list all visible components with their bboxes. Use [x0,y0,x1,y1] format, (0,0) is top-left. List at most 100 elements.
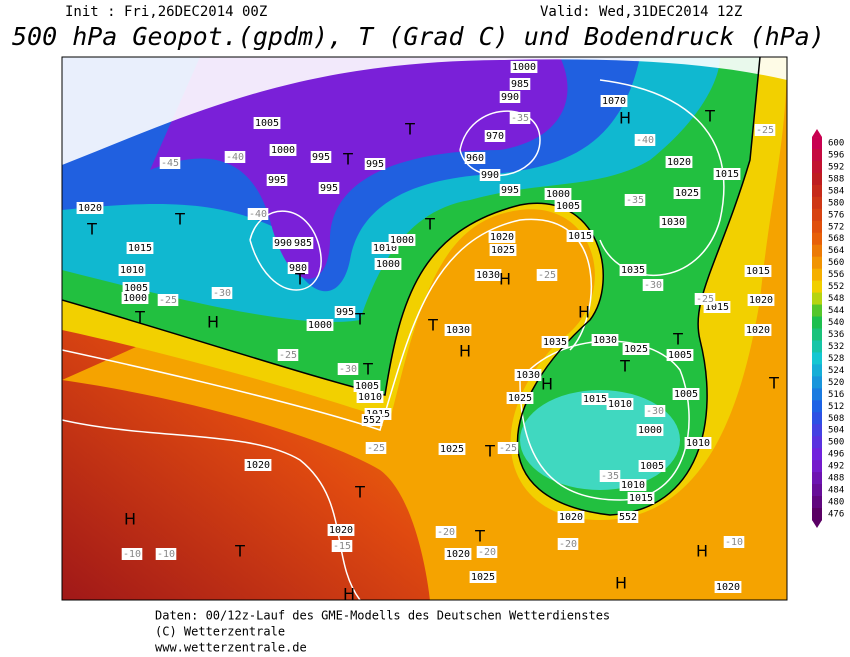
temperature-label: -30 [339,364,357,375]
pressure-box [566,230,594,242]
temperature-box [331,540,353,552]
colorbar-cell [812,400,822,413]
pressure-label: 1030 [516,370,540,381]
pressure-box [374,258,402,270]
temperature-box [634,134,656,146]
pressure-box [581,393,609,405]
pressure-label: 1015 [568,231,592,242]
footer-line: Daten: 00/12z-Lauf des GME-Modells des D… [155,609,610,623]
pressure-box [672,388,700,400]
temperature-box [694,293,716,305]
pressure-box [292,237,314,249]
colorbar-label: 548 [828,294,844,304]
pressure-center: T [404,120,415,139]
pressure-box [489,244,517,256]
colorbar-cell [812,352,822,365]
pressure-box [744,265,772,277]
colorbar-cell [812,148,822,162]
pressure-box [479,169,501,181]
pressure-label: 1030 [476,270,500,281]
pressure-label: 1010 [686,438,710,449]
pressure-label: 995 [366,159,384,170]
pressure-box [744,324,772,336]
pressure-label: 1020 [746,325,770,336]
pressure-label: 1015 [715,169,739,180]
pressure-label: 1030 [446,325,470,336]
footer-line: www.wetterzentrale.de [155,641,307,655]
pressure-center: T [362,360,373,379]
pressure-box [622,343,650,355]
temperature-label: -35 [626,195,644,206]
pressure-label: 990 [274,238,292,249]
pressure-box [444,548,472,560]
temperature-label: -20 [437,527,455,538]
pressure-center: T [768,374,779,393]
pressure-label: 552 [363,415,381,426]
pressure-label: 1025 [675,188,699,199]
pressure-label: 1035 [543,337,567,348]
pressure-box [514,369,542,381]
footer-line: (C) Wetterzentrale [155,625,285,639]
temperature-box [642,279,664,291]
pressure-center: H [541,375,553,394]
pressure-label: 1015 [629,493,653,504]
colorbar-cell [812,316,822,329]
colorbar-label: 552 [828,282,844,292]
pressure-box [506,392,534,404]
colorbar-label: 592 [828,162,844,172]
pressure-label: 1000 [308,320,332,331]
pressure-label: 985 [294,238,312,249]
temperature-label: -15 [333,541,351,552]
pressure-box [619,264,647,276]
pressure-label: 1025 [471,572,495,583]
colorbar-label: 484 [828,486,844,496]
pressure-label: 1010 [120,265,144,276]
pressure-label: 1030 [661,217,685,228]
pressure-box [310,151,332,163]
temperature-box [599,470,621,482]
colorbar-cell [812,137,822,150]
temperature-label: -20 [478,547,496,558]
pressure-box [121,292,149,304]
pressure-box [617,511,639,523]
pressure-box [364,158,386,170]
pressure-label: 1005 [556,201,580,212]
pressure-label: 1005 [674,389,698,400]
colorbar-cell [812,448,822,461]
colorbar-label: 600 [828,139,844,149]
colorbar-cell [812,304,822,318]
pressure-center: H [499,270,511,289]
pressure-box [266,174,288,186]
pressure-box [627,492,655,504]
colorbar-label: 568 [828,234,844,244]
pressure-label: 1025 [508,393,532,404]
pressure-label: 1010 [621,480,645,491]
pressure-label: 1015 [128,243,152,254]
temperature-box [337,363,359,375]
pressure-box [353,380,381,392]
temperature-box [754,124,776,136]
pressure-label: 980 [289,263,307,274]
pressure-box [356,391,384,403]
pressure-box [306,319,334,331]
colorbar-cell [812,424,822,437]
pressure-center: T [86,220,97,239]
pressure-box [591,334,619,346]
pressure-center: H [619,109,631,128]
colorbar-label: 512 [828,402,844,412]
temperature-label: -30 [213,288,231,299]
temperature-box [157,294,179,306]
pressure-label: 970 [486,131,504,142]
pressure-box [544,188,572,200]
colorbar-cell [812,244,822,258]
pressure-label: 1010 [373,243,397,254]
pressure-box [499,184,521,196]
pressure-label: 1000 [390,235,414,246]
temperature-label: -25 [367,443,385,454]
pressure-label: 995 [336,307,354,318]
temperature-box [121,548,143,560]
pressure-label: 960 [466,153,484,164]
pressure-label: 1015 [583,394,607,405]
